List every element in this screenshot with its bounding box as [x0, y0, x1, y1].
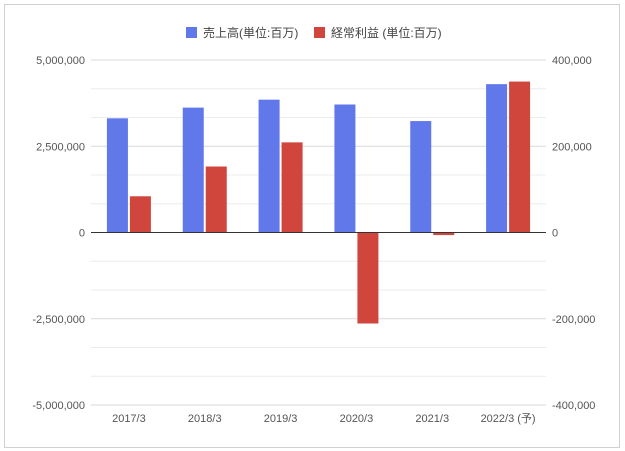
bar-sales-4 — [410, 121, 432, 233]
x-tick-label: 2019/3 — [264, 413, 298, 425]
legend: 売上高(単位:百万) 経常利益 (単位:百万) — [186, 25, 442, 40]
x-tick-label: 2021/3 — [415, 413, 449, 425]
x-axis: 2017/3 2018/3 2019/3 2020/3 2021/3 2022/3 (予) — [112, 412, 536, 425]
bar-ordinary-profit-2 — [281, 142, 303, 233]
y-right-tick-label: -400,000 — [552, 400, 595, 412]
x-tick-label: 2018/3 — [188, 413, 222, 425]
bar-sales-3 — [334, 104, 356, 233]
y-right-tick-label: 0 — [552, 228, 558, 240]
bars — [106, 81, 531, 324]
bar-sales-0 — [106, 118, 128, 233]
bar-ordinary-profit-1 — [205, 166, 227, 233]
y-right-tick-label: 200,000 — [552, 141, 592, 153]
legend-swatch-sales — [186, 27, 197, 38]
bar-ordinary-profit-3 — [357, 232, 379, 324]
x-tick-label: 2017/3 — [112, 413, 146, 425]
bar-ordinary-profit-0 — [129, 196, 151, 233]
y-left-tick-label: 5,000,000 — [36, 55, 85, 67]
bar-sales-1 — [182, 107, 204, 233]
y-axis-left: 5,000,000 2,500,000 0 -2,500,000 -5,000,000 — [32, 55, 85, 412]
legend-label-sales: 売上高(単位:百万) — [203, 25, 298, 40]
x-tick-label: 2020/3 — [340, 413, 374, 425]
y-left-tick-label: -2,500,000 — [32, 314, 85, 326]
bar-sales-5 — [486, 84, 508, 233]
y-right-tick-label: 400,000 — [552, 55, 592, 67]
x-tick-label: 2022/3 (予) — [481, 412, 536, 425]
y-right-tick-label: -200,000 — [552, 314, 595, 326]
legend-swatch-ordinary-profit — [314, 27, 325, 38]
y-left-tick-label: 0 — [79, 228, 85, 240]
y-left-tick-label: 2,500,000 — [36, 141, 85, 153]
bar-ordinary-profit-4 — [433, 232, 455, 236]
bar-sales-2 — [258, 99, 280, 233]
bar-ordinary-profit-5 — [509, 81, 531, 233]
y-left-tick-label: -5,000,000 — [32, 400, 85, 412]
legend-label-ordinary-profit: 経常利益 (単位:百万) — [331, 25, 442, 40]
y-axis-right: 400,000 200,000 0 -200,000 -400,000 — [552, 55, 595, 412]
